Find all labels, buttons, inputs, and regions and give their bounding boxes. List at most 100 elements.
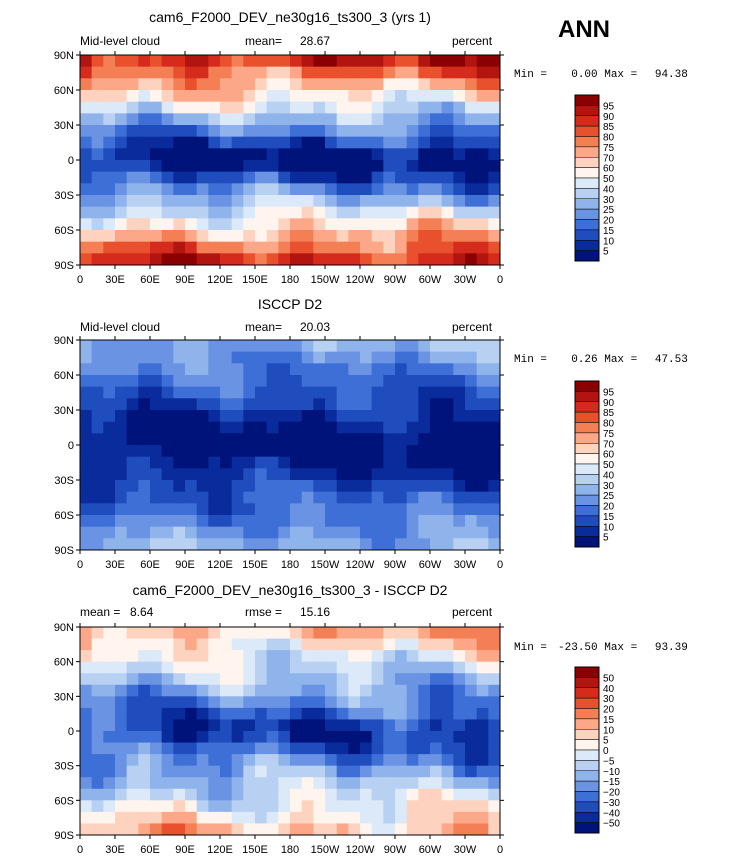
field-cell [185,125,198,138]
field-cell [91,650,104,663]
field-cell [418,650,431,663]
field-cell [430,731,443,744]
field-cell [441,113,454,126]
colorbar-level-label: −40 [603,808,620,819]
field-cell [360,777,373,790]
field-cell [325,125,338,138]
field-cell [126,650,139,663]
field-cell [231,823,244,836]
field-cell [395,206,408,219]
field-cell [430,433,443,446]
field-cell [336,421,349,434]
field-cell [150,241,163,254]
field-cell [278,241,291,254]
field-cell [150,363,163,376]
field-cell [465,171,478,184]
field-cell [418,696,431,709]
field-cell [418,468,431,481]
field-cell [80,410,93,423]
field-cell [430,526,443,539]
colorbar-level-label: 85 [603,408,615,419]
field-cell [220,375,233,388]
field-cell [103,515,116,528]
field-cell [185,101,198,114]
field-cell [185,627,198,640]
field-cell [476,742,489,755]
field-cell [406,765,419,778]
colorbar-level-label: 70 [603,153,615,164]
field-cell [150,515,163,528]
field-cell [441,788,454,801]
field-cell [115,218,128,231]
field-cell [208,386,221,399]
field-cell [278,650,291,663]
field-cell [290,777,303,790]
field-cell [301,433,314,446]
field-cell [91,754,104,767]
field-cell [290,719,303,732]
field-cell [371,673,384,686]
field-cell [348,160,361,173]
field-cell [441,800,454,813]
field-cell [325,363,338,376]
field-cell [383,421,396,434]
field-cell [185,673,198,686]
field-cell [243,650,256,663]
field-cell [430,136,443,149]
panel-title: ISCCP D2 [257,296,323,312]
field-cell [313,375,326,388]
field-cell [313,515,326,528]
field-cell [173,90,186,103]
field-cell [348,538,361,551]
field-cell [476,788,489,801]
field-cell [115,638,128,651]
colorbar-swatch [574,666,600,678]
colorbar-swatch [574,801,600,813]
field-cell [103,627,116,640]
field-cell [138,811,151,824]
mean-value: 8.64 [130,605,154,619]
field-cell [453,731,466,744]
field-cell [430,206,443,219]
field-cell [266,800,279,813]
field-cell [196,731,209,744]
field-cell [185,823,198,836]
field-cell [453,101,466,114]
field-cell [383,823,396,836]
field-cell [360,78,373,91]
field-cell [231,742,244,755]
field-cell [185,183,198,196]
field-cell [406,526,419,539]
field-cell [325,480,338,493]
field-cell [488,113,501,126]
field-cell [301,468,314,481]
min-max-readout: Min = -23.50 Max = 93.39 [514,642,688,654]
field-cell [325,650,338,663]
field-cell [150,468,163,481]
field-cell [243,113,256,126]
field-cell [348,456,361,469]
field-cell [453,55,466,68]
field-cell [301,183,314,196]
field-cell [325,800,338,813]
field-cell [301,218,314,231]
field-cell [243,823,256,836]
field-cell [371,661,384,674]
field-cell [115,351,128,364]
field-cell [173,491,186,504]
field-cell [313,754,326,767]
field-cell [196,707,209,720]
field-cell [103,148,116,161]
colorbar-level-label: 20 [603,705,615,716]
field-cell [406,491,419,504]
field-cell [325,160,338,173]
field-cell [173,363,186,376]
field-cell [441,515,454,528]
field-cell [395,627,408,640]
field-cell [476,823,489,836]
field-cell [441,445,454,458]
field-cell [208,684,221,697]
field-cell [476,754,489,767]
field-cell [406,800,419,813]
field-cell [150,398,163,411]
